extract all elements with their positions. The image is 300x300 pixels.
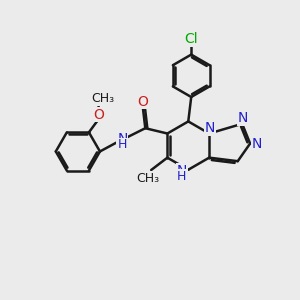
Text: N: N (238, 112, 248, 125)
Text: N: N (251, 136, 262, 151)
Text: H: H (118, 139, 127, 152)
Text: N: N (177, 164, 187, 178)
Text: O: O (137, 95, 148, 109)
Text: N: N (205, 121, 215, 135)
Text: CH₃: CH₃ (91, 92, 114, 105)
Text: N: N (117, 132, 128, 146)
Text: O: O (94, 108, 104, 122)
Text: Cl: Cl (184, 32, 198, 46)
Text: CH₃: CH₃ (137, 172, 160, 185)
Text: H: H (177, 170, 187, 183)
